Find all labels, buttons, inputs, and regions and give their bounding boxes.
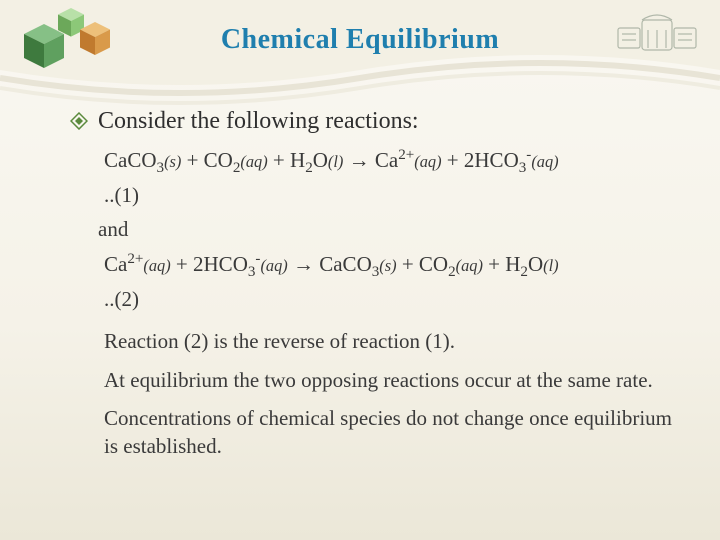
and-text: and bbox=[98, 215, 680, 243]
equation-2: Ca2+(aq) + 2HCO3-(aq) → CaCO3(s) + CO2(a… bbox=[104, 249, 680, 283]
bullet-row: Consider the following reactions: bbox=[70, 108, 680, 135]
equation-1: CaCO3(s) + CO2(aq) + H2O(l) → Ca2+(aq) +… bbox=[104, 145, 680, 179]
body-block: CaCO3(s) + CO2(aq) + H2O(l) → Ca2+(aq) +… bbox=[104, 145, 680, 461]
paragraph-3: Concentrations of chemical species do no… bbox=[104, 404, 680, 461]
diamond-bullet-icon bbox=[70, 112, 88, 135]
paragraph-1: Reaction (2) is the reverse of reaction … bbox=[104, 327, 680, 355]
equation-1-label: ..(1) bbox=[104, 181, 680, 209]
page-title: Chemical Equilibrium bbox=[0, 24, 720, 56]
bullet-text: Consider the following reactions: bbox=[98, 108, 419, 135]
paragraph-2: At equilibrium the two opposing reaction… bbox=[104, 366, 680, 394]
equation-2-label: ..(2) bbox=[104, 285, 680, 313]
content-area: Consider the following reactions: CaCO3(… bbox=[70, 108, 680, 461]
